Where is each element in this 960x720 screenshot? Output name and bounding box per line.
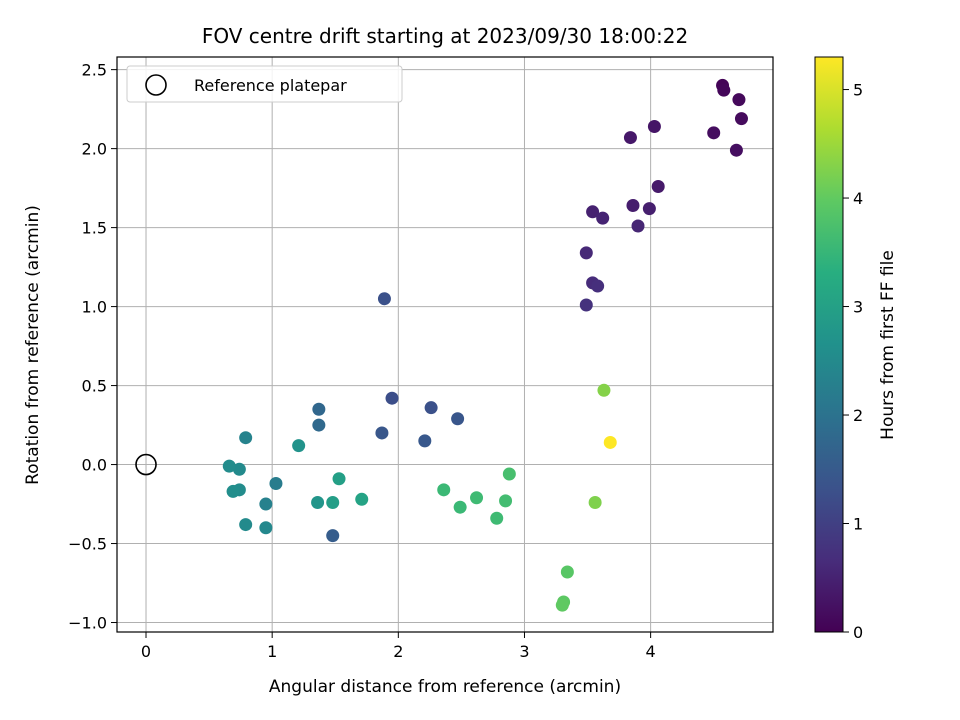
colorbar-tick-label: 5 bbox=[853, 81, 863, 100]
data-point bbox=[312, 402, 326, 416]
y-tick-label: 2.5 bbox=[82, 61, 107, 80]
y-tick-label: 1.0 bbox=[82, 298, 107, 317]
data-point bbox=[732, 93, 746, 107]
data-point bbox=[586, 205, 600, 219]
data-point bbox=[490, 511, 504, 525]
data-point bbox=[579, 298, 593, 312]
data-point bbox=[588, 495, 602, 509]
data-point bbox=[269, 477, 283, 491]
data-point bbox=[717, 83, 731, 97]
data-point bbox=[232, 462, 246, 476]
x-tick-label: 4 bbox=[646, 642, 656, 661]
data-point bbox=[226, 484, 240, 498]
data-point bbox=[326, 529, 340, 543]
data-point bbox=[555, 598, 569, 612]
colorbar-tick-label: 1 bbox=[853, 515, 863, 534]
data-point bbox=[312, 418, 326, 432]
colorbar-label: Hours from first FF file bbox=[878, 250, 898, 440]
data-point bbox=[631, 219, 645, 233]
data-point bbox=[603, 435, 617, 449]
data-point bbox=[591, 279, 605, 293]
x-tick-label: 0 bbox=[141, 642, 151, 661]
data-point bbox=[729, 143, 743, 157]
y-tick-label: −1.0 bbox=[68, 614, 107, 633]
data-point bbox=[259, 497, 273, 511]
y-tick-label: 1.5 bbox=[82, 219, 107, 238]
legend: Reference platepar bbox=[126, 65, 403, 103]
y-tick-label: −0.5 bbox=[68, 535, 107, 554]
colorbar bbox=[814, 56, 844, 633]
y-tick-label: 0.0 bbox=[82, 456, 107, 475]
data-point bbox=[499, 494, 513, 508]
data-point bbox=[734, 112, 748, 126]
chart-title: FOV centre drift starting at 2023/09/30 … bbox=[202, 24, 688, 48]
data-point bbox=[502, 467, 516, 481]
data-point bbox=[560, 565, 574, 579]
data-point bbox=[623, 131, 637, 145]
data-point bbox=[239, 431, 253, 445]
data-point bbox=[385, 391, 399, 405]
data-point bbox=[326, 495, 340, 509]
data-point bbox=[707, 126, 721, 140]
data-point bbox=[292, 439, 306, 453]
data-point bbox=[377, 292, 391, 306]
data-point bbox=[259, 521, 273, 535]
data-point bbox=[451, 412, 465, 426]
colorbar-tick-label: 2 bbox=[853, 406, 863, 425]
x-tick-label: 3 bbox=[519, 642, 529, 661]
data-point bbox=[222, 459, 236, 473]
plot-area bbox=[117, 57, 773, 632]
data-point bbox=[579, 246, 593, 260]
data-point bbox=[453, 500, 467, 514]
data-point bbox=[355, 492, 369, 506]
legend-label: Reference platepar bbox=[194, 76, 347, 95]
legend-box bbox=[126, 65, 403, 103]
reference-point-marker bbox=[135, 453, 157, 476]
y-axis-ticks: −1.0 −0.5 0.0 0.5 1.0 1.5 2.0 2.5 bbox=[68, 61, 117, 633]
data-point bbox=[647, 120, 661, 134]
data-point bbox=[651, 180, 665, 194]
data-point bbox=[626, 198, 640, 212]
colorbar-tick-label: 4 bbox=[853, 189, 863, 208]
data-point bbox=[642, 202, 656, 216]
y-tick-label: 0.5 bbox=[82, 377, 107, 396]
colorbar-ticks: 0 1 2 3 4 5 bbox=[843, 81, 863, 642]
data-point bbox=[311, 495, 325, 509]
x-tick-label: 1 bbox=[267, 642, 277, 661]
x-tick-label: 2 bbox=[393, 642, 403, 661]
data-point bbox=[418, 434, 432, 448]
y-axis-label: Rotation from reference (arcmin) bbox=[23, 205, 43, 485]
data-point bbox=[597, 383, 611, 397]
x-axis-ticks: 0 1 2 3 4 bbox=[141, 632, 656, 661]
data-point bbox=[239, 518, 253, 532]
legend-marker-icon bbox=[145, 74, 167, 96]
data-point bbox=[470, 491, 484, 505]
data-point bbox=[424, 401, 438, 415]
data-points bbox=[222, 78, 748, 612]
data-point bbox=[437, 483, 451, 497]
y-tick-label: 2.0 bbox=[82, 140, 107, 159]
data-point bbox=[596, 211, 610, 225]
colorbar-tick-label: 3 bbox=[853, 298, 863, 317]
data-point bbox=[332, 472, 346, 486]
x-axis-label: Angular distance from reference (arcmin) bbox=[269, 677, 621, 697]
data-point bbox=[375, 426, 389, 440]
colorbar-tick-label: 0 bbox=[853, 623, 863, 642]
plot-frame bbox=[116, 56, 774, 633]
